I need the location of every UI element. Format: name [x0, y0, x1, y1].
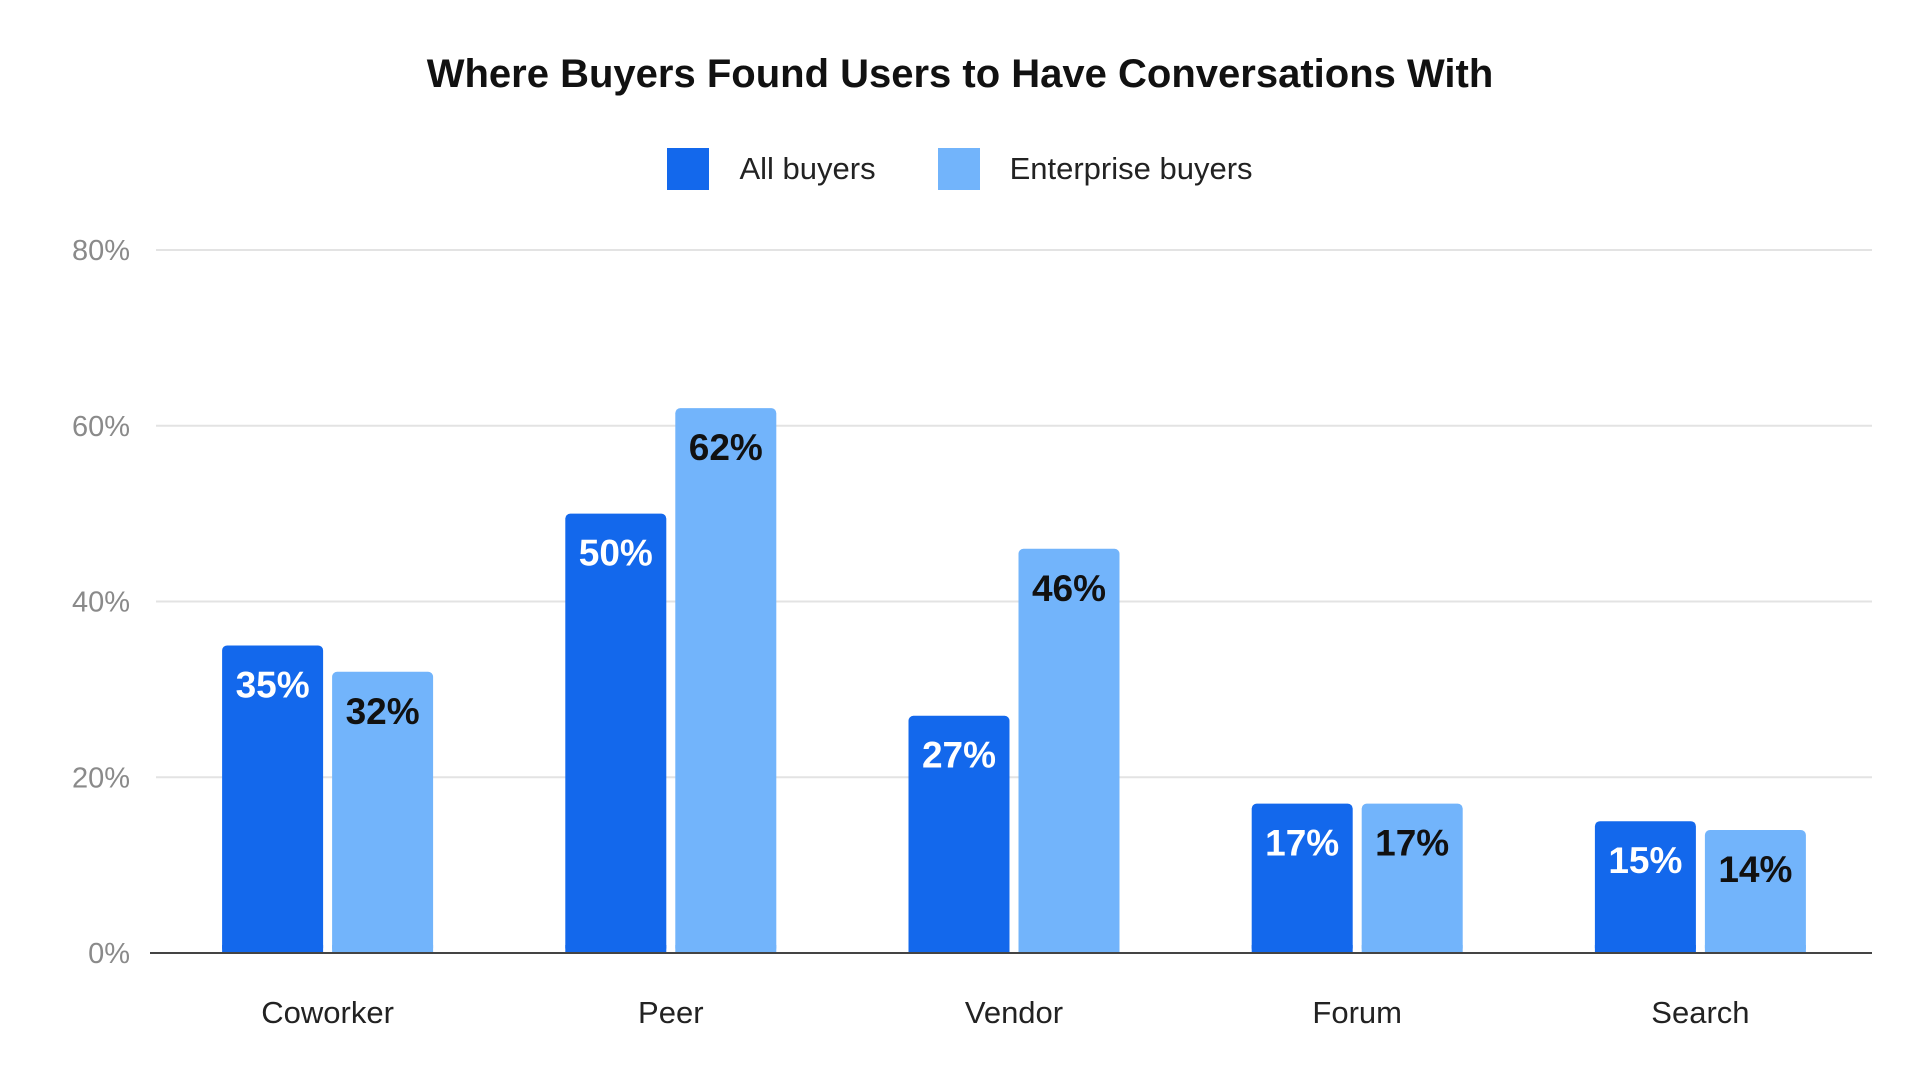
bar-peer-enterprise-buyers	[675, 408, 777, 953]
bar-vendor-all-buyers	[908, 715, 1010, 953]
x-tick-label: Search	[1651, 995, 1749, 1030]
bar-base-search-1	[1704, 945, 1806, 953]
legend-swatch-all-buyers	[667, 148, 710, 190]
legend-label-all-buyers: All buyers	[739, 151, 876, 186]
data-label: 15%	[1608, 840, 1682, 881]
data-label: 17%	[1265, 823, 1339, 864]
bar-base-coworker-1	[332, 945, 434, 953]
bar-search-enterprise-buyers	[1704, 829, 1806, 953]
chart-title: Where Buyers Found Users to Have Convers…	[426, 52, 1494, 96]
y-tick-label: 0%	[88, 938, 130, 970]
bar-vendor-enterprise-buyers	[1018, 548, 1120, 953]
data-label: 32%	[346, 691, 420, 732]
legend-item-all-buyers: All buyers	[667, 148, 876, 190]
chart-legend: All buyers Enterprise buyers	[0, 148, 1920, 190]
data-label: 14%	[1718, 849, 1792, 890]
y-tick-label: 60%	[72, 411, 130, 443]
bar-search-all-buyers	[1594, 821, 1696, 953]
x-tick-label: Peer	[638, 995, 703, 1030]
bar-coworker-all-buyers	[222, 645, 324, 953]
data-label: 46%	[1032, 568, 1106, 609]
bar-base-vendor-1	[1018, 945, 1120, 953]
data-label: 17%	[1375, 823, 1449, 864]
data-label: 50%	[579, 533, 653, 574]
x-tick-label: Vendor	[965, 995, 1063, 1030]
legend-label-enterprise-buyers: Enterprise buyers	[1009, 151, 1253, 186]
bar-base-forum-1	[1361, 945, 1463, 953]
bar-forum-all-buyers	[1251, 803, 1353, 953]
x-tick-label: Forum	[1312, 995, 1402, 1030]
bar-coworker-enterprise-buyers	[332, 671, 434, 953]
data-label: 62%	[689, 427, 763, 468]
bar-base-peer-0	[565, 945, 667, 953]
bar-base-search-0	[1594, 945, 1696, 953]
y-tick-label: 20%	[72, 762, 130, 794]
bar-base-forum-0	[1251, 945, 1353, 953]
bar-forum-enterprise-buyers	[1361, 803, 1463, 953]
data-label: 27%	[922, 735, 996, 776]
bar-peer-all-buyers	[565, 513, 667, 953]
data-label: 35%	[236, 664, 310, 705]
bar-base-vendor-0	[908, 945, 1010, 953]
y-tick-label: 80%	[72, 235, 130, 267]
legend-swatch-enterprise-buyers	[937, 148, 980, 190]
bar-base-peer-1	[675, 945, 777, 953]
bar-base-coworker-0	[222, 945, 324, 953]
legend-item-enterprise-buyers: Enterprise buyers	[937, 148, 1253, 190]
x-tick-label: Coworker	[261, 995, 394, 1030]
y-tick-label: 40%	[72, 587, 130, 619]
